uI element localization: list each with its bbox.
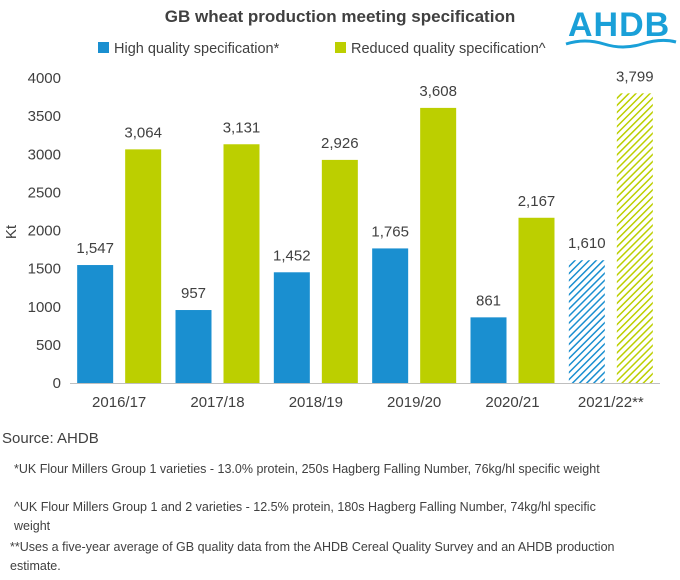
footnote-high-quality: *UK Flour Millers Group 1 varieties - 13…: [14, 462, 600, 476]
logo-wave-icon: [565, 38, 677, 49]
footnote-reduced-quality: ^UK Flour Millers Group 1 and 2 varietie…: [14, 500, 596, 533]
data-label-high-quality: 1,610: [568, 235, 606, 252]
data-label-reduced-quality: 2,926: [321, 135, 359, 152]
data-label-high-quality: 1,547: [76, 240, 114, 257]
x-tick-label: 2018/19: [289, 394, 343, 411]
bar-reduced-quality: [321, 159, 358, 383]
y-tick-label: 2000: [28, 223, 61, 240]
data-label-high-quality: 861: [476, 292, 501, 309]
bar-high-quality: [470, 317, 507, 383]
data-label-high-quality: 957: [181, 285, 206, 302]
data-label-reduced-quality: 3,064: [124, 124, 162, 141]
source-text: Source: AHDB: [2, 430, 99, 447]
y-tick-label: 0: [53, 375, 61, 392]
y-tick-label: 3000: [28, 146, 61, 163]
legend: High quality specification* Reduced qual…: [98, 41, 546, 57]
bar-reduced-quality: [223, 144, 260, 383]
data-label-high-quality: 1,452: [273, 247, 311, 264]
bar-high-quality: [568, 260, 605, 383]
y-axis-label: Kt: [3, 224, 20, 239]
ahdb-logo: AHDB: [565, 6, 677, 49]
bar-high-quality: [77, 265, 114, 383]
bars: [77, 93, 653, 384]
y-tick-label: 3500: [28, 108, 61, 125]
bar-reduced-quality: [420, 107, 457, 383]
footnote-estimate: **Uses a five-year average of GB quality…: [10, 540, 615, 573]
legend-label-reduced: Reduced quality specification^: [351, 41, 546, 57]
legend-swatch-reduced: [335, 42, 346, 53]
data-label-reduced-quality: 3,799: [616, 68, 654, 85]
x-tick-label: 2019/20: [387, 394, 441, 411]
y-axis: 0 500 1000 1500 2000 2500 3000 3500 4000: [28, 70, 61, 392]
x-tick-label: 2017/18: [190, 394, 244, 411]
bar-reduced-quality: [518, 217, 555, 383]
data-label-reduced-quality: 3,131: [223, 119, 261, 136]
bar-high-quality: [175, 310, 212, 383]
y-tick-label: 1000: [28, 299, 61, 316]
data-label-reduced-quality: 3,608: [419, 83, 457, 100]
x-axis: 2016/17 2017/18 2018/19 2019/20 2020/21 2021/…: [92, 394, 644, 411]
logo-text: AHDB: [568, 6, 670, 44]
x-tick-label: 2016/17: [92, 394, 146, 411]
data-label-reduced-quality: 2,167: [518, 193, 556, 210]
y-tick-label: 2500: [28, 184, 61, 201]
wheat-chart: GB wheat production meeting specificatio…: [3, 6, 677, 411]
legend-label-high: High quality specification*: [114, 41, 280, 57]
bar-reduced-quality: [616, 93, 653, 384]
x-tick-label: 2020/21: [485, 394, 539, 411]
chart-title: GB wheat production meeting specificatio…: [165, 7, 515, 26]
bar-high-quality: [273, 272, 310, 383]
x-tick-label: 2021/22**: [578, 394, 644, 411]
y-tick-label: 4000: [28, 70, 61, 87]
data-labels: 1,547 3,064 957 3,131 1,452 2,926 1,765 3,608 86…: [76, 68, 653, 309]
y-tick-label: 1500: [28, 261, 61, 278]
legend-swatch-high: [98, 42, 109, 53]
bar-high-quality: [372, 248, 409, 383]
bar-reduced-quality: [125, 149, 162, 383]
y-tick-label: 500: [36, 337, 61, 354]
data-label-high-quality: 1,765: [371, 223, 409, 240]
